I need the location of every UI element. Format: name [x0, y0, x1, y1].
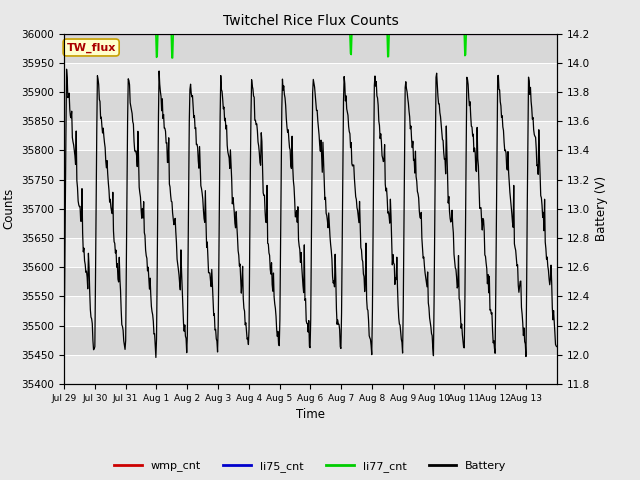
Bar	[64, 150, 557, 180]
Bar	[64, 34, 557, 63]
Y-axis label: Battery (V): Battery (V)	[595, 176, 609, 241]
Bar	[64, 238, 557, 267]
Bar	[64, 267, 557, 297]
X-axis label: Time: Time	[296, 408, 325, 421]
Bar	[64, 325, 557, 355]
Text: TW_flux: TW_flux	[67, 42, 116, 53]
Bar	[64, 92, 557, 121]
Bar	[64, 355, 557, 384]
Bar	[64, 209, 557, 238]
Y-axis label: Counts: Counts	[3, 188, 16, 229]
Title: Twitchel Rice Flux Counts: Twitchel Rice Flux Counts	[223, 14, 398, 28]
Bar	[64, 63, 557, 92]
Legend: wmp_cnt, li75_cnt, li77_cnt, Battery: wmp_cnt, li75_cnt, li77_cnt, Battery	[110, 457, 511, 477]
Bar	[64, 297, 557, 325]
Bar	[64, 121, 557, 150]
Bar	[64, 180, 557, 209]
